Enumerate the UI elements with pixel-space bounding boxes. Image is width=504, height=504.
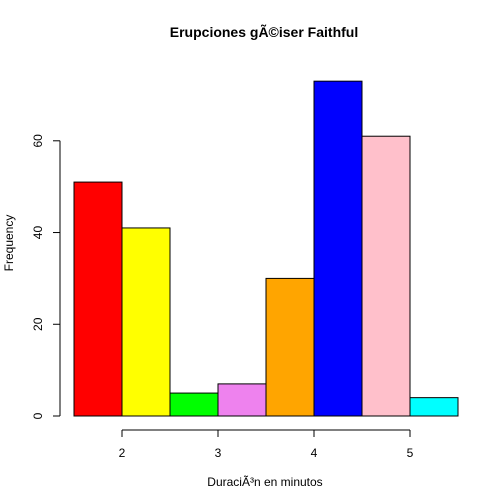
x-tick-label-4: 4 <box>311 446 318 460</box>
y-tick-label-20: 20 <box>31 317 45 331</box>
x-tick-label-2: 2 <box>119 446 126 460</box>
x-axis-label: DuraciÃ³n en minutos <box>207 475 322 489</box>
x-tick-label-5: 5 <box>407 446 414 460</box>
x-tick-label-3: 3 <box>215 446 222 460</box>
y-axis-label: Frequency <box>2 215 16 272</box>
histogram-bar-8 <box>409 397 459 417</box>
y-tick-label-0: 0 <box>31 412 45 419</box>
histogram-bar-1 <box>73 181 123 417</box>
y-tick-label-60: 60 <box>31 134 45 148</box>
histogram-bar-6 <box>313 80 363 417</box>
histogram-bar-3 <box>169 392 219 417</box>
y-axis: 0 20 40 60 <box>31 134 61 419</box>
histogram-bar-5 <box>265 277 315 417</box>
histogram-bar-4 <box>217 383 267 417</box>
chart-title: Erupciones gÃ©iser Faithful <box>170 23 358 40</box>
histogram-bar-2 <box>121 227 171 417</box>
histogram-bar-7 <box>361 135 411 417</box>
y-tick-label-40: 40 <box>31 226 45 240</box>
x-axis: 2 3 4 5 <box>119 429 414 460</box>
bars-group <box>73 80 459 417</box>
